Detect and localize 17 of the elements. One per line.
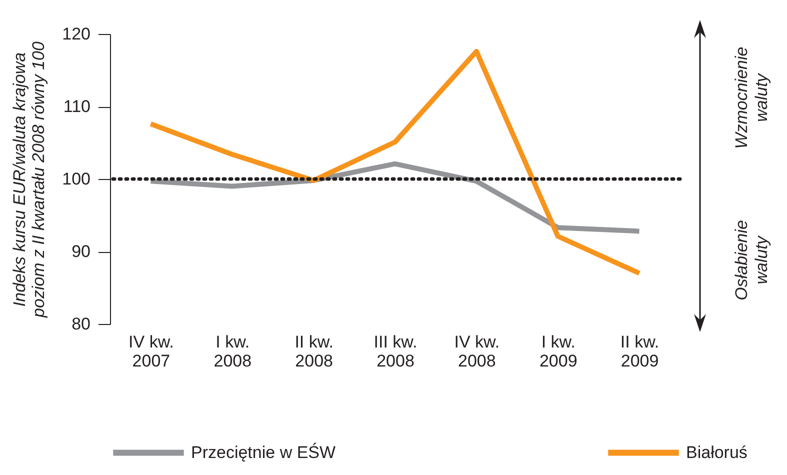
x-tick-label: IV kw. 2008 (454, 332, 500, 370)
x-tick-label: III kw. 2008 (374, 332, 418, 370)
legend-label: Przeciętnie w EŚW (191, 442, 336, 462)
x-tick-label: II kw. 2009 (620, 332, 660, 370)
y-tick-label: 110 (63, 97, 90, 116)
y-tick-label: 120 (62, 24, 90, 44)
x-tick-label: IV kw. 2007 (128, 332, 174, 370)
x-tick-label: I kw. 2008 (214, 332, 252, 370)
text: Wzmocnienie waluty (732, 46, 771, 149)
text: Osłabienie waluty (732, 220, 771, 300)
y-tick-label: 80 (72, 314, 90, 334)
y-axis-title: Indeks kursu EUR/waluta krajowa poziom z II kwartału 2008 równy 100 (10, 41, 48, 318)
x-tick-label: I kw. 2009 (539, 332, 578, 370)
y-tick-label: 100 (62, 170, 90, 188)
x-tick-label: II kw. 2008 (294, 332, 334, 370)
legend-label: Białoruś (686, 442, 748, 462)
y-tick-label: 90 (72, 242, 90, 261)
